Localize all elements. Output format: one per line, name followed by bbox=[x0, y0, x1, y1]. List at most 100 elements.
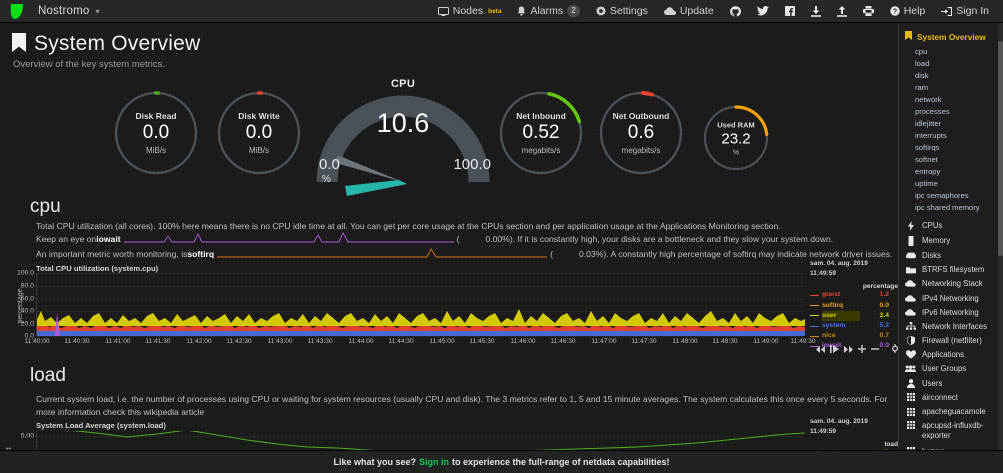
gauge-net-outbound[interactable]: Net Outbound 0.6 megabits/s bbox=[598, 90, 684, 176]
sidebar-item-system-overview[interactable]: System Overview bbox=[899, 28, 1003, 45]
gridline bbox=[37, 336, 804, 338]
xtick: 11:43:00 bbox=[267, 338, 293, 346]
nav-item-facebook[interactable] bbox=[777, 3, 803, 19]
sidebar-subitem-load[interactable]: load bbox=[915, 58, 930, 68]
sidebar-subitem-idlejitter[interactable]: idlejitter bbox=[915, 118, 942, 128]
sidebar-subitem-ipc-semaphores[interactable]: ipc semaphores bbox=[915, 190, 969, 200]
netdata-logo-icon[interactable] bbox=[8, 3, 30, 19]
sidebar-item-apacheguacamole[interactable]: apacheguacamole bbox=[899, 404, 1003, 418]
chart-system-load[interactable]: System Load Average (system.load) load 5… bbox=[0, 418, 898, 450]
nav-item-settings[interactable]: Settings bbox=[588, 2, 656, 20]
legend-row[interactable]: softirq 0.0 bbox=[810, 301, 898, 311]
sidebar-item-ipv4-networking[interactable]: IPv4 Networking bbox=[899, 291, 1003, 305]
sidebar-item-label: IPv6 Networking bbox=[922, 307, 979, 317]
chevron-down-icon[interactable]: ▾ bbox=[95, 6, 100, 16]
sidebar-item-ipv6-networking[interactable]: IPv6 Networking bbox=[899, 305, 1003, 319]
iowait-metric-name: iowait bbox=[96, 234, 121, 245]
sidebar-item-users[interactable]: Users bbox=[899, 376, 1003, 390]
brand-name[interactable]: Nostromo bbox=[38, 5, 90, 17]
nav-item-alarms[interactable]: Alarms 2 bbox=[509, 2, 587, 20]
gauge-used-ram[interactable]: Used RAM 23.2 % bbox=[702, 104, 770, 172]
sidebar-item-firewall[interactable]: Firewall (netfilter) bbox=[899, 334, 1003, 348]
right-sidebar[interactable]: System Overview cpu load disk ram networ… bbox=[898, 23, 1003, 473]
xtick: 11:49:00 bbox=[753, 338, 779, 346]
gauge-cpu[interactable]: CPU 10.6 0.0 % 100.0 bbox=[313, 78, 493, 196]
sidebar-subitem-disk[interactable]: disk bbox=[915, 70, 929, 80]
footer-signin-link[interactable]: Sign in bbox=[418, 457, 449, 467]
zoom-out-icon[interactable] bbox=[871, 345, 879, 355]
disk-icon bbox=[905, 252, 916, 259]
sidebar-subitem-processes[interactable]: processes bbox=[915, 106, 950, 116]
cpu-desc-line-2: Keep an eye on iowait ( 0.00% ). If it i… bbox=[36, 232, 898, 246]
sidebar-item-disks[interactable]: Disks bbox=[899, 248, 1003, 262]
alarms-count-badge: 2 bbox=[567, 5, 580, 17]
chart-system-cpu-plot[interactable]: 100.0 80.0 60.0 40.0 20.0 0.0 bbox=[17, 270, 816, 346]
sidebar-subitem-entropy[interactable]: entropy bbox=[915, 166, 941, 176]
chart-system-load-plot[interactable]: 5.00 4.00 3.00 bbox=[21, 431, 805, 450]
sidebar-subitem-interrupts[interactable]: interrupts bbox=[915, 130, 947, 140]
legend-row[interactable]: user 3.4 bbox=[810, 310, 898, 322]
nav-item-print[interactable] bbox=[855, 3, 882, 19]
legend-row[interactable]: iowait 0.0 bbox=[810, 341, 898, 351]
gauge-disk-write[interactable]: Disk Write 0.0 MiB/s bbox=[216, 90, 302, 176]
nav-item-upload[interactable] bbox=[829, 3, 855, 20]
sidebar-subitem-uptime[interactable]: uptime bbox=[915, 178, 938, 188]
sidebar-item-apcupsd-influxdb-exporter[interactable]: apcupsd-influxdb-exporter bbox=[899, 419, 1003, 444]
softirq-sparkline bbox=[214, 247, 550, 261]
sidebar-item-airconnect[interactable]: airconnect bbox=[899, 390, 1003, 404]
upload-icon bbox=[836, 5, 847, 17]
legend-row[interactable]: system 5.2 bbox=[810, 321, 898, 331]
xtick: 11:44:30 bbox=[388, 338, 414, 346]
section-cpu-desc: Total CPU utilization (all cores). 100% … bbox=[0, 218, 898, 261]
sidebar-subitem-network[interactable]: network bbox=[915, 94, 942, 104]
users-icon bbox=[905, 365, 916, 373]
sidebar-main-label: System Overview bbox=[917, 31, 986, 42]
twitter-icon bbox=[756, 6, 769, 16]
xtick: 11:41:00 bbox=[105, 338, 131, 346]
gauge-unit: MiB/s bbox=[249, 145, 269, 155]
iowait-value: 0.00% bbox=[485, 234, 510, 245]
forward-icon[interactable] bbox=[844, 345, 853, 355]
gauge-value: 0.52 bbox=[522, 122, 560, 144]
sidebar-item-network-interfaces[interactable]: Network Interfaces bbox=[899, 319, 1003, 333]
sidebar-subitem-ipc-shared-memory[interactable]: ipc shared memory bbox=[915, 202, 980, 212]
xtick: 11:43:30 bbox=[307, 338, 333, 346]
gauge-disk-read[interactable]: Disk Read 0.0 MiB/s bbox=[113, 90, 199, 176]
sidebar-subitem-ram[interactable]: ram bbox=[915, 82, 929, 92]
sidebar-item-memory[interactable]: Memory bbox=[899, 233, 1003, 248]
signin-icon bbox=[941, 6, 953, 16]
sidebar-item-btrfs-filesystem[interactable]: BTRFS filesystem bbox=[899, 263, 1003, 277]
sidebar-item-applications[interactable]: Applications bbox=[899, 348, 1003, 362]
nav-item-twitter[interactable] bbox=[749, 3, 777, 19]
legend-time: 11:49:59 bbox=[810, 269, 837, 277]
legend-row[interactable]: guest 1.2 bbox=[810, 290, 898, 300]
nav-item-download[interactable] bbox=[803, 3, 829, 20]
sidebar-subitem-cpu[interactable]: cpu bbox=[915, 46, 928, 56]
user-icon bbox=[905, 378, 916, 388]
facebook-icon bbox=[784, 6, 795, 16]
sidebar-item-cpus[interactable]: CPUs bbox=[899, 218, 1003, 233]
legend-row[interactable]: nice 0.7 bbox=[810, 331, 898, 341]
nav-item-help[interactable]: ? Help bbox=[882, 2, 934, 20]
legend-date: sam. 04. aug. 2019 bbox=[810, 418, 868, 426]
sidebar-item-user-groups[interactable]: User Groups bbox=[899, 362, 1003, 376]
chart-system-cpu[interactable]: Total CPU utilization (system.cpu) perce… bbox=[0, 260, 898, 355]
rewind-icon[interactable] bbox=[816, 345, 825, 355]
top-navigation-bar: Nostromo ▾ Nodes beta Alarms 2 Settings bbox=[0, 0, 1003, 23]
nav-item-signin[interactable]: Sign In bbox=[933, 2, 997, 20]
sidebar-subitem-softirqs[interactable]: softirqs bbox=[915, 142, 940, 152]
legend-row[interactable]: load14.25 bbox=[810, 448, 898, 450]
cpu-desc-line-3: An important metric worth monitoring, is… bbox=[36, 247, 898, 261]
nav-item-github[interactable] bbox=[722, 3, 749, 20]
sidebar-item-networking-stack[interactable]: Networking Stack bbox=[899, 277, 1003, 291]
sidebar-scrollbar-thumb[interactable] bbox=[998, 41, 1003, 256]
nav-item-update[interactable]: Update bbox=[656, 2, 722, 20]
sidebar-subitem-softnet[interactable]: softnet bbox=[915, 154, 938, 164]
sidebar-scrollbar-track[interactable] bbox=[998, 23, 1003, 473]
play-icon[interactable] bbox=[830, 344, 839, 355]
gauge-net-inbound[interactable]: Net Inbound 0.52 megabits/s bbox=[498, 90, 584, 176]
zoom-in-icon[interactable] bbox=[858, 344, 866, 355]
reset-icon[interactable] bbox=[891, 344, 898, 355]
bookmark-icon bbox=[12, 33, 26, 55]
nav-item-nodes[interactable]: Nodes beta bbox=[430, 2, 510, 20]
